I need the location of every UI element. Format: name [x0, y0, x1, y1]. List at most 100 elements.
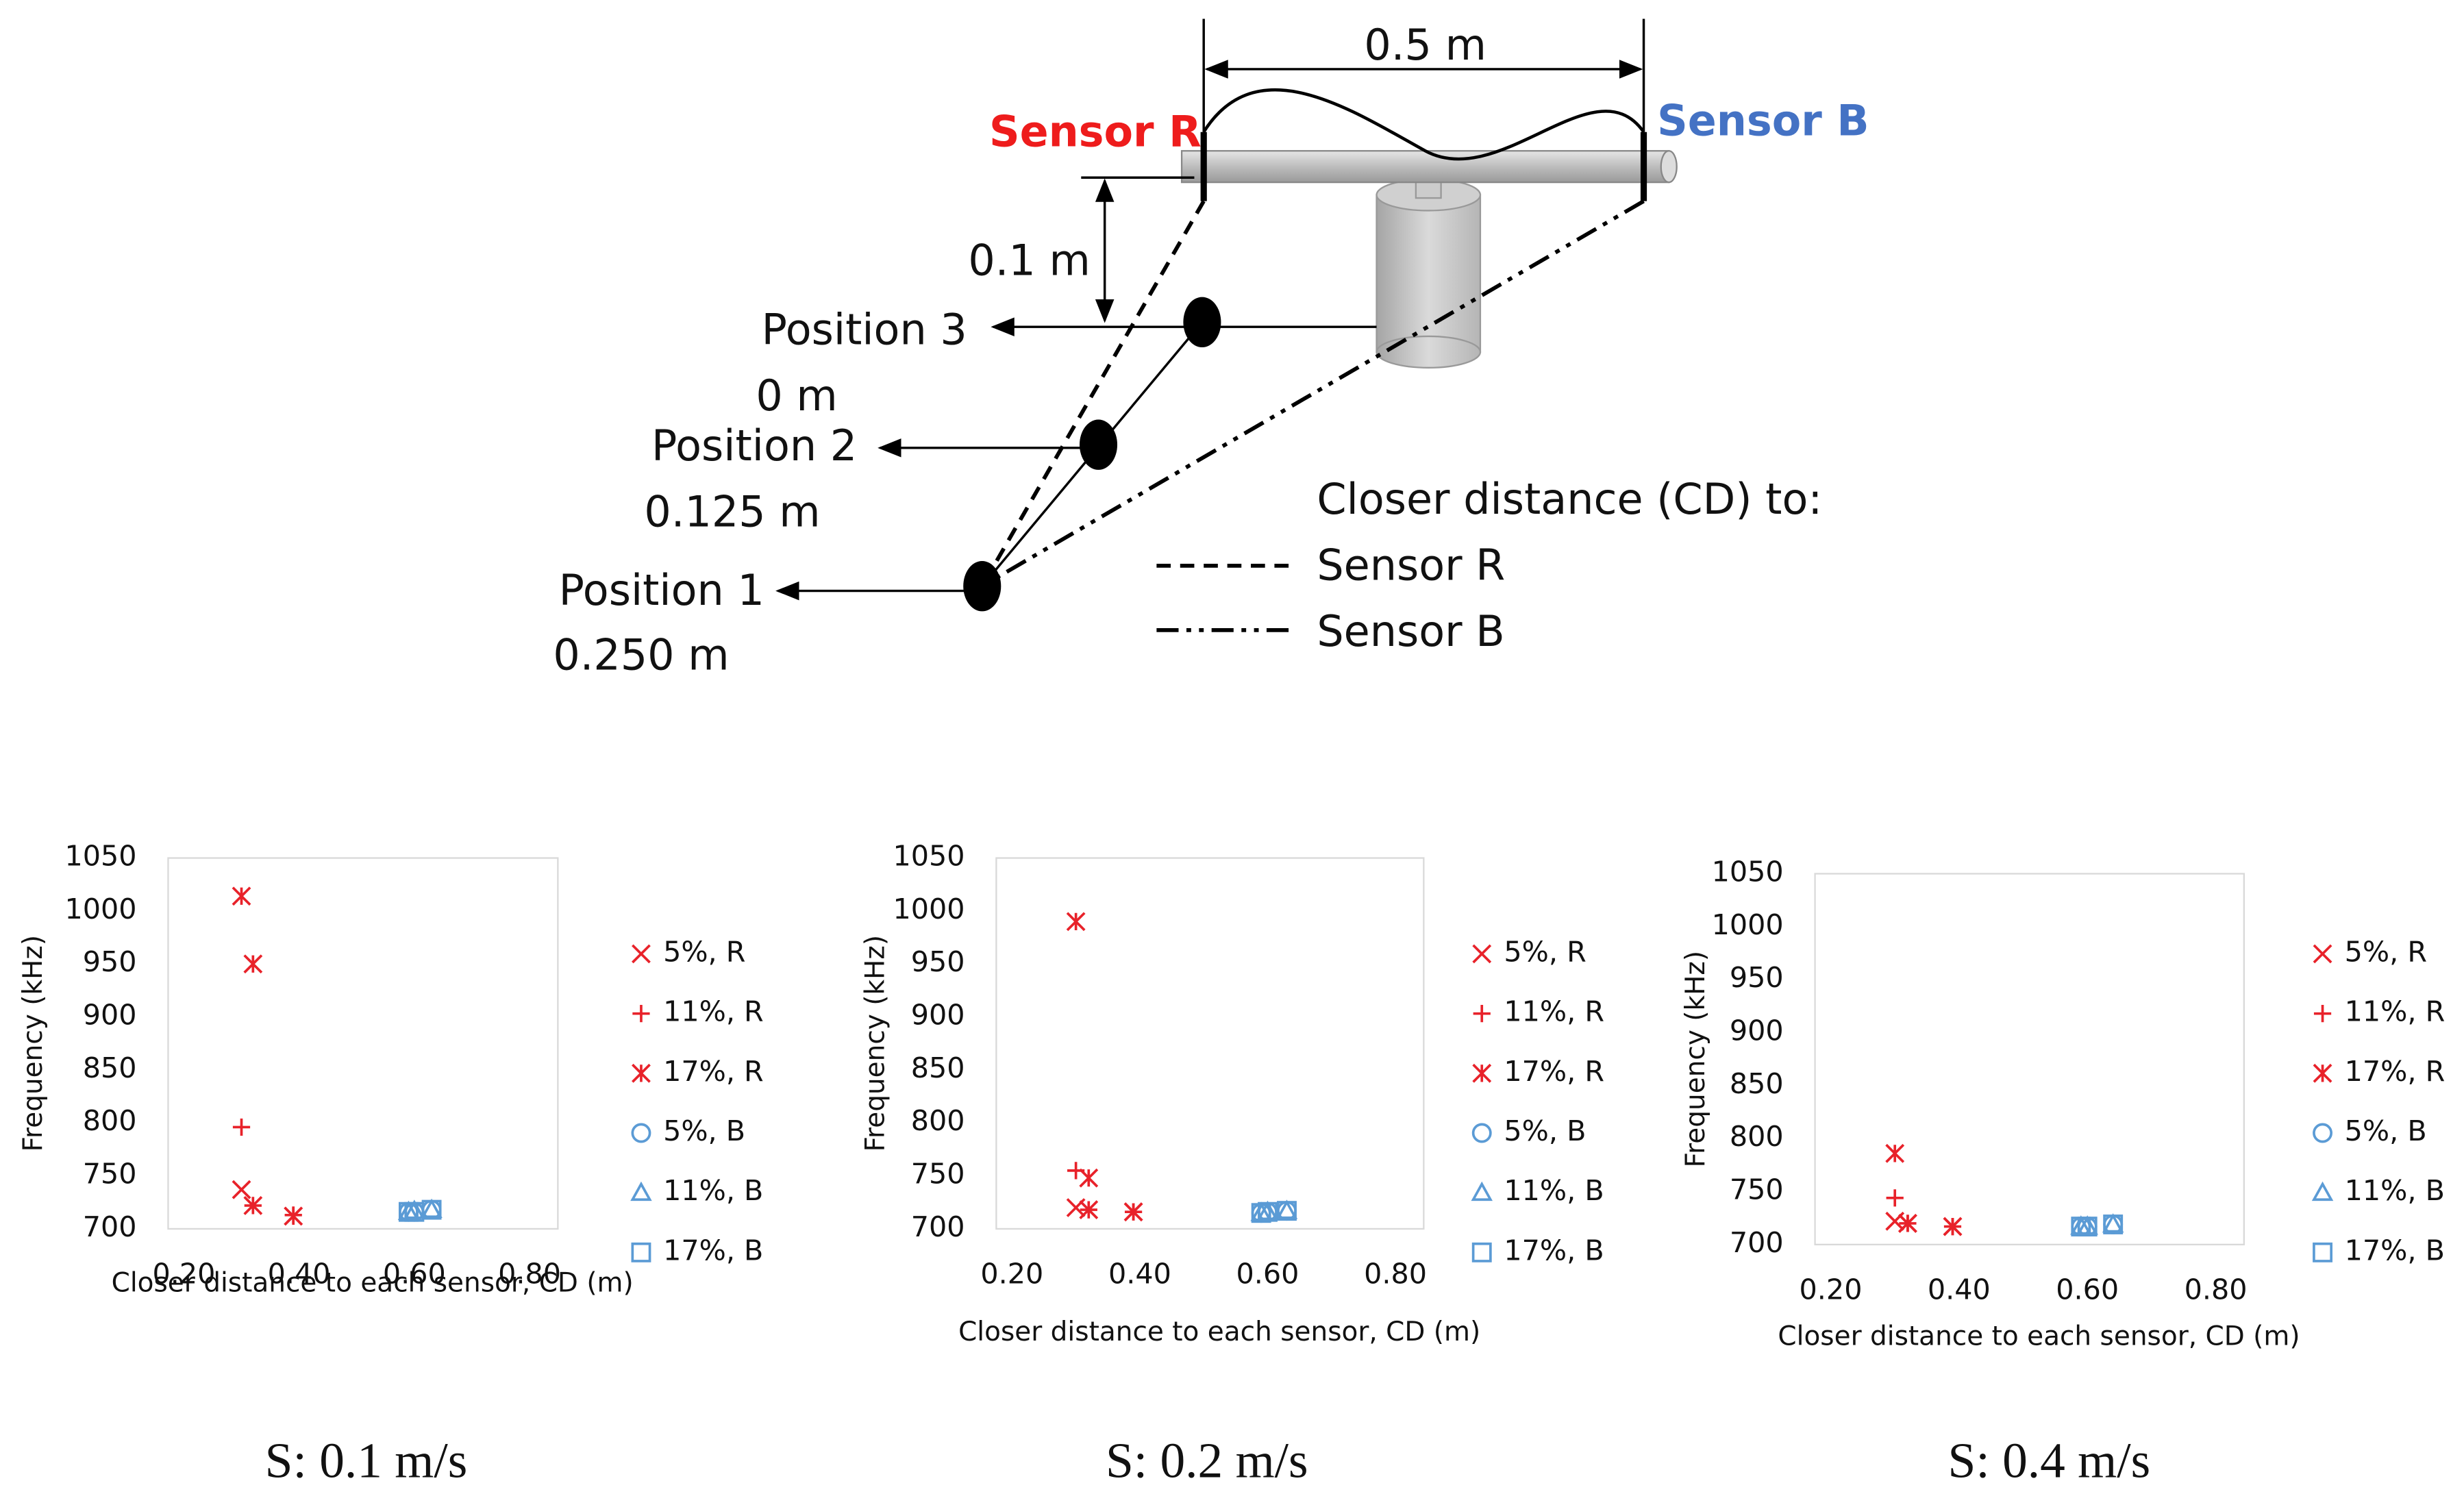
legend-swatch [2313, 1005, 2332, 1023]
y-tick-label: 800 [1730, 1120, 1784, 1153]
cd-line-r [980, 200, 1206, 588]
legend-swatch [1472, 1063, 1492, 1083]
x-tick-label: 0.80 [1364, 1258, 1427, 1291]
legend-swatch [2313, 1123, 2332, 1143]
plot-area [167, 857, 559, 1230]
legend-title: Closer distance (CD) to: [1317, 475, 1822, 524]
y-tick-label: 750 [83, 1158, 137, 1191]
x-tick-label: 0.40 [1108, 1258, 1171, 1291]
y-tick-label: 800 [83, 1104, 137, 1137]
plot-area [1814, 873, 2245, 1246]
motor-base [1376, 335, 1482, 369]
legend-swatch [2313, 1242, 2332, 1262]
data-point [2077, 1217, 2098, 1237]
y-tick-label: 850 [83, 1051, 137, 1084]
rod-end [1660, 150, 1678, 184]
y-tick-label: 800 [911, 1104, 965, 1137]
legend-label: Sensor R [1317, 541, 1505, 590]
y-tick-label: 900 [83, 999, 137, 1032]
legend-swatch [1473, 1005, 1491, 1023]
data-point [1123, 1202, 1143, 1222]
legend-label: 11%, R [2345, 995, 2446, 1028]
position-label: Position 1 [559, 566, 764, 615]
sensor-b-label: Sensor B [1657, 96, 1869, 145]
data-point [232, 1180, 251, 1199]
legend-swatch [632, 1005, 650, 1023]
legend-label: 5%, B [1504, 1114, 1586, 1147]
legend-label: 5%, R [2345, 935, 2427, 968]
y-tick-label: 700 [1730, 1226, 1784, 1259]
y-tick-label: 950 [83, 945, 137, 978]
legend-label: 17%, R [1504, 1055, 1604, 1088]
x-tick-label: 0.40 [268, 1258, 331, 1291]
legend-label: 5%, R [1504, 935, 1586, 968]
y-tick-label: 1050 [893, 840, 965, 873]
legend-label: 11%, R [663, 995, 764, 1028]
x-tick-label: 0.60 [1236, 1258, 1299, 1291]
x-tick-label: 0.40 [1928, 1273, 1991, 1306]
legend-swatch [2313, 1063, 2332, 1083]
x-axis-label: Closer distance to each sensor, CD (m) [112, 1268, 634, 1299]
data-point [1885, 1143, 1905, 1163]
y-tick-label: 900 [1730, 1014, 1784, 1047]
scatter-chart: 700 750 800 850 900 950 1000 1050 0.20 0.40 0.60 0.… [1680, 855, 2445, 1488]
x-tick-label: 0.60 [2056, 1273, 2119, 1306]
x-axis-label: Closer distance to each sensor, CD (m) [958, 1317, 1480, 1347]
legend-label: 17%, B [2345, 1234, 2445, 1267]
legend-swatch [631, 1242, 651, 1262]
data-point [2103, 1215, 2124, 1234]
plot-area [995, 857, 1425, 1230]
y-tick-label: 1000 [893, 893, 965, 925]
y-tick-label: 1050 [1712, 855, 1784, 888]
position-label: Position 2 [651, 421, 857, 471]
data-point [232, 886, 251, 906]
cd-line-b [981, 199, 1645, 588]
y-axis-label: Frequency (kHz) [1680, 951, 1711, 1168]
legend-label: 11%, R [1504, 995, 1604, 1028]
data-point [1886, 1189, 1904, 1207]
data-point [244, 1197, 262, 1215]
y-tick-label: 850 [911, 1051, 965, 1084]
position-distance: 0.125 m [644, 488, 820, 537]
position-distance: 0.250 m [553, 630, 729, 680]
legend-label: 17%, R [663, 1055, 764, 1088]
y-tick-label: 1000 [1712, 908, 1784, 941]
legend-swatch [2313, 944, 2332, 964]
legend-swatch [1472, 944, 1492, 964]
legend-label: 5%, B [2345, 1114, 2427, 1147]
chart-caption: S: 0.2 m/s [1106, 1432, 1308, 1488]
x-tick-label: 0.60 [383, 1258, 446, 1291]
chart-caption: S: 0.1 m/s [265, 1432, 468, 1488]
data-point [1079, 1168, 1099, 1188]
position-label: Position 3 [762, 305, 967, 354]
position-distance: 0 m [756, 371, 837, 421]
data-point [1258, 1201, 1278, 1222]
motor [1376, 194, 1482, 353]
x-tick-label: 0.20 [1800, 1273, 1863, 1306]
y-axis-label: Frequency (kHz) [18, 935, 49, 1152]
y-tick-label: 1050 [65, 840, 137, 873]
data-point [1256, 1200, 1279, 1221]
data-point [421, 1199, 442, 1220]
position-dot [963, 560, 1001, 612]
y-tick-label: 700 [911, 1210, 965, 1243]
span-label: 0.5 m [1364, 21, 1486, 70]
y-tick-label: 1000 [65, 893, 137, 925]
data-point [1943, 1217, 1963, 1236]
legend-label: Sensor B [1317, 607, 1504, 656]
position-dot [1079, 419, 1118, 470]
data-point [421, 1198, 443, 1219]
legend-label: 17%, B [663, 1234, 763, 1267]
x-tick-label: 0.20 [980, 1258, 1043, 1291]
data-point [284, 1206, 303, 1226]
data-point [1080, 1201, 1097, 1219]
legend-swatch [1471, 1123, 1492, 1143]
x-tick-label: 0.80 [2185, 1273, 2248, 1306]
legend-label: 5%, R [663, 935, 745, 968]
data-point [2076, 1215, 2098, 1235]
y-tick-label: 750 [911, 1158, 965, 1191]
data-point [1277, 1201, 1297, 1221]
setup-diagram: 0.5 m Sensor R Sensor B 0.1 m Position 3… [553, 18, 1869, 680]
data-point [232, 1118, 251, 1136]
legend-label: 17%, R [2345, 1055, 2446, 1088]
